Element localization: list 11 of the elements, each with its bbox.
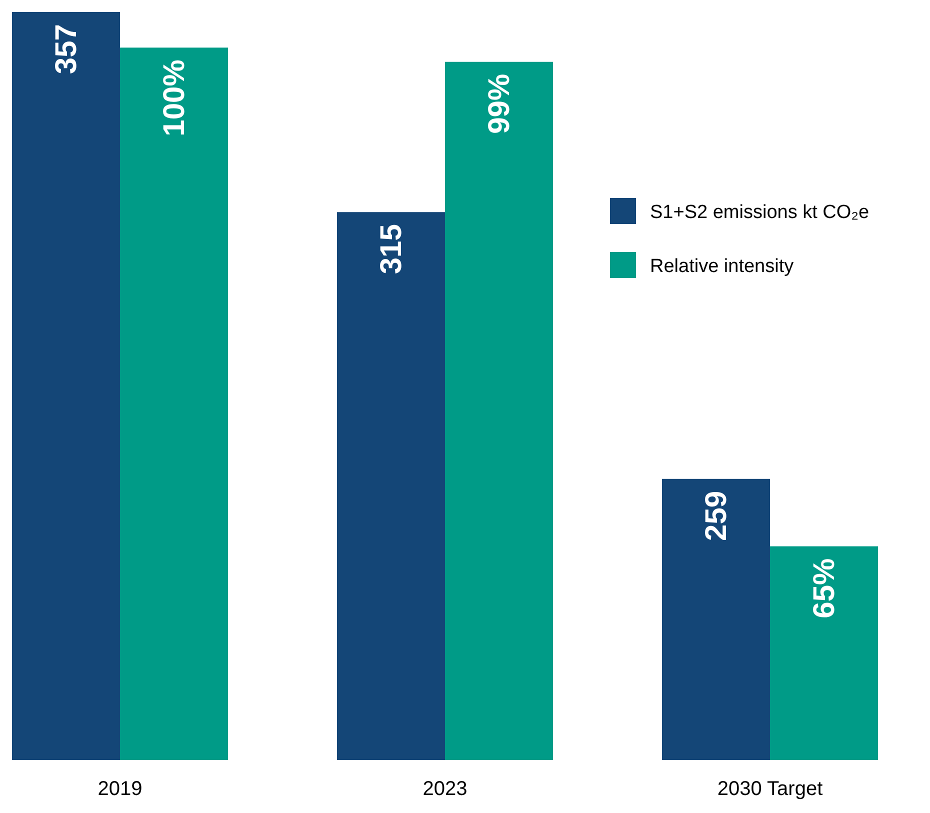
data-label: 315 [375,224,408,274]
data-label: 259 [700,490,733,541]
legend-label: S1+S2 emissions kt CO₂e [650,202,870,223]
data-label: 357 [50,24,83,74]
x-tick-label: 2019 [98,778,142,800]
legend-label: Relative intensity [650,256,794,277]
data-label: 100% [158,60,191,136]
data-label: 65% [808,558,841,618]
x-tick-label: 2023 [422,778,468,800]
data-label: 99% [483,74,516,134]
x-tick-label: 2030 Target [717,778,824,800]
